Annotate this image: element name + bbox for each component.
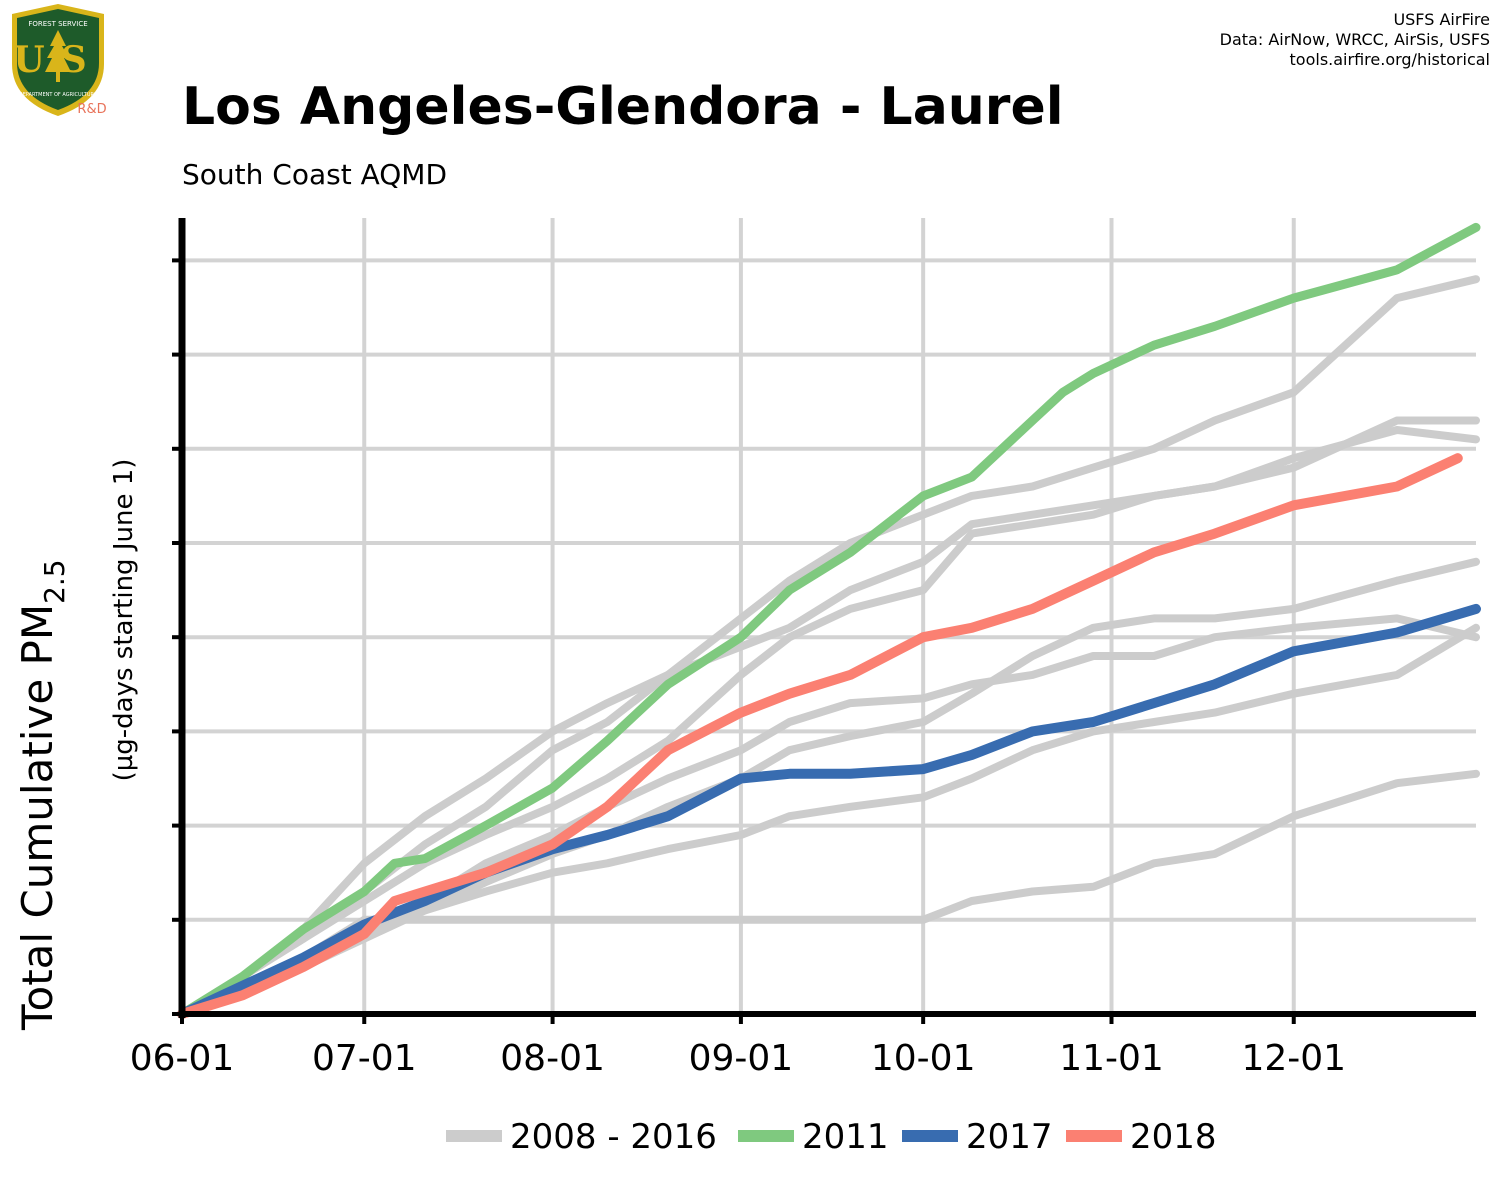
chart-subtitle: South Coast AQMD bbox=[182, 158, 448, 191]
axes bbox=[172, 218, 1476, 1024]
series-line-2011 bbox=[177, 222, 1481, 1019]
x-tick-labels: 06-01 07-01 08-01 09-01 10-01 11-01 12-01 bbox=[130, 1038, 1346, 1079]
credit-line: Data: AirNow, WRCC, AirSis, USFS bbox=[1219, 30, 1490, 49]
highlight-lines bbox=[177, 222, 1481, 1019]
y-axis-title-subscript: 2.5 bbox=[38, 559, 71, 604]
x-tick-label: 09-01 bbox=[689, 1038, 794, 1079]
y-axis-label: Total Cumulative PM2.5 (µg-days starting… bbox=[13, 459, 139, 1031]
x-tick-label: 07-01 bbox=[312, 1038, 417, 1079]
usfs-logo: FOREST SERVICE US DEPARTMENT OF AGRICULT… bbox=[0, 0, 120, 120]
x-tick-label: 12-01 bbox=[1241, 1038, 1346, 1079]
legend-label: 2011 bbox=[802, 1117, 889, 1157]
credit-line: USFS AirFire bbox=[1393, 10, 1490, 29]
series-line-history bbox=[178, 426, 1480, 1018]
chart-title: Los Angeles-Glendora - Laurel bbox=[182, 77, 1064, 137]
logo-text-top: FOREST SERVICE bbox=[28, 20, 87, 28]
y-axis-title-text: Total Cumulative PM bbox=[13, 604, 62, 1031]
legend: 2008 - 2016 2011 2017 2018 bbox=[446, 1117, 1217, 1157]
logo-tag: R&D bbox=[77, 102, 106, 117]
credits: USFS AirFire Data: AirNow, WRCC, AirSis,… bbox=[1220, 10, 1490, 70]
x-tick-label: 11-01 bbox=[1059, 1038, 1164, 1079]
usfs-shield-icon: FOREST SERVICE US DEPARTMENT OF AGRICULT… bbox=[12, 4, 107, 117]
y-axis-title: Total Cumulative PM2.5 bbox=[13, 559, 71, 1031]
legend-label: 2018 bbox=[1130, 1117, 1217, 1157]
series-line-2018 bbox=[177, 453, 1463, 1019]
legend-label: 2017 bbox=[966, 1117, 1053, 1157]
y-axis-note: (µg-days starting June 1) bbox=[109, 459, 139, 782]
x-tick-label: 06-01 bbox=[130, 1038, 235, 1079]
series-line-history bbox=[178, 275, 1480, 1018]
history-lines bbox=[178, 275, 1480, 1018]
legend-label: 2008 - 2016 bbox=[510, 1117, 717, 1157]
x-tick-label: 08-01 bbox=[500, 1038, 605, 1079]
logo-text-bottom: DEPARTMENT OF AGRICULTURE bbox=[19, 92, 97, 98]
credit-line: tools.airfire.org/historical bbox=[1289, 50, 1490, 69]
tree-icon bbox=[45, 30, 71, 82]
x-tick-label: 10-01 bbox=[871, 1038, 976, 1079]
series-line-history bbox=[178, 557, 1480, 1018]
